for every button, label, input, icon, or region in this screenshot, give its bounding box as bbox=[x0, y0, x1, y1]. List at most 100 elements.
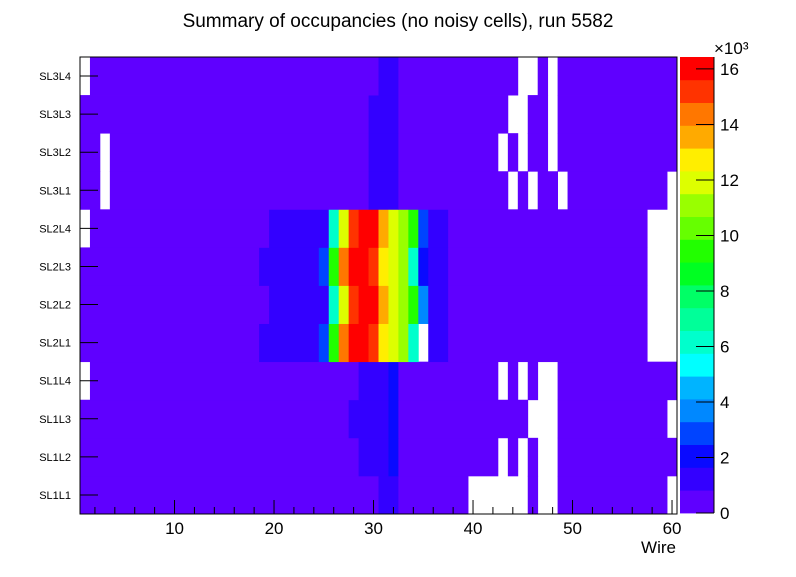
heatmap-cell-SL1L3 bbox=[348, 399, 389, 439]
heatmap-cell-SL2L4 bbox=[448, 209, 648, 248]
heatmap-cell-SL3L3 bbox=[398, 95, 509, 134]
heatmap-cell-SL1L1 bbox=[80, 475, 379, 515]
x-tick-label: 20 bbox=[265, 519, 284, 538]
x-tick-label: 10 bbox=[165, 519, 184, 538]
heatmap-cell-SL1L2 bbox=[398, 437, 499, 477]
heatmap-cell-SL2L1 bbox=[338, 323, 350, 363]
heatmap-cell-SL2L3 bbox=[418, 247, 429, 286]
heatmap-cell-SL1L2 bbox=[80, 437, 359, 477]
colorbar-level bbox=[680, 330, 714, 354]
heatmap-cell-SL2L3 bbox=[368, 247, 379, 286]
colorbar-level bbox=[680, 171, 714, 195]
heatmap-cell-SL3L4 bbox=[398, 57, 519, 96]
heatmap-cell-SL2L3 bbox=[328, 247, 340, 286]
colorbar-level bbox=[680, 285, 714, 309]
x-tick-label: 40 bbox=[464, 519, 483, 538]
heatmap-cell-SL1L2 bbox=[358, 437, 389, 477]
y-tick-label: SL3L4 bbox=[39, 71, 71, 83]
heatmap-cell-SL2L1 bbox=[348, 323, 369, 363]
heatmap-cell-SL2L2 bbox=[348, 285, 359, 324]
colorbar-level bbox=[680, 102, 714, 126]
colorbar-tick-label: 14 bbox=[720, 115, 739, 134]
heatmap-cell-SL2L1 bbox=[408, 323, 419, 363]
heatmap-cell-SL1L3 bbox=[388, 399, 399, 439]
heatmap-cell-SL2L1 bbox=[328, 323, 340, 363]
heatmap-cell-SL2L3 bbox=[388, 247, 399, 286]
heatmap-cell-SL2L4 bbox=[408, 209, 419, 248]
heatmap-cell-SL2L1 bbox=[318, 323, 330, 363]
colorbar-level bbox=[680, 239, 714, 263]
heatmap-cell-SL2L3 bbox=[378, 247, 389, 286]
heatmap-cell-SL2L2 bbox=[418, 285, 429, 324]
heatmap-cell-SL2L2 bbox=[448, 285, 648, 324]
heatmap-cell-SL2L3 bbox=[428, 247, 449, 286]
axes: 10 20 30 40 50 60 SL1L1 SL1L2 SL1L3 SL1L4 SL2L1 SL2… bbox=[39, 56, 682, 538]
heatmap-cell-SL1L4 bbox=[388, 361, 399, 401]
heatmap-cell-SL3L1 bbox=[109, 171, 369, 210]
heatmap-cell-SL2L2 bbox=[358, 285, 379, 324]
heatmap-cell-SL3L4 bbox=[557, 57, 678, 96]
heatmap-cell-SL2L3 bbox=[338, 247, 350, 286]
heatmap-cell-SL1L2 bbox=[388, 437, 399, 477]
heatmap-cell-SL2L1 bbox=[259, 323, 320, 363]
heatmap-cell-SL2L2 bbox=[398, 285, 409, 324]
y-tick-label: SL1L2 bbox=[39, 452, 71, 464]
heatmap-cell-SL3L3 bbox=[80, 95, 369, 134]
heatmap-cell-SL1L4 bbox=[398, 361, 499, 401]
heatmap-cell-SL1L4 bbox=[527, 361, 539, 401]
heatmap-cell-SL2L2 bbox=[80, 285, 270, 324]
y-tick-label: SL2L4 bbox=[39, 223, 71, 235]
colorbar-tick-label: 10 bbox=[720, 226, 739, 245]
colorbar-tick-label: 16 bbox=[720, 60, 739, 79]
heatmap-cell-SL2L2 bbox=[269, 285, 330, 324]
heatmap-cell-SL2L1 bbox=[378, 323, 389, 363]
heatmap-cell-SL3L4 bbox=[378, 57, 399, 96]
heatmap-cell-SL3L2 bbox=[398, 133, 499, 172]
heatmap-cell-SL1L2 bbox=[507, 437, 519, 477]
y-tick-label: SL1L3 bbox=[39, 414, 71, 426]
heatmap-cell-SL3L2 bbox=[527, 133, 549, 172]
heatmap-cell-SL1L4 bbox=[358, 361, 389, 401]
heatmap-cell-SL1L4 bbox=[557, 361, 678, 401]
heatmap-cell-SL2L4 bbox=[378, 209, 389, 248]
chart-title: Summary of occupancies (no noisy cells),… bbox=[183, 11, 614, 32]
heatmap-cell-SL2L3 bbox=[448, 247, 648, 286]
x-tick-label: 60 bbox=[663, 519, 682, 538]
y-tick-label: SL2L1 bbox=[39, 338, 71, 350]
colorbar-tick-label: 6 bbox=[720, 337, 729, 356]
heatmap-cell-SL2L2 bbox=[388, 285, 399, 324]
heatmap-cell-SL2L2 bbox=[408, 285, 419, 324]
heatmap-cell-SL2L4 bbox=[338, 209, 350, 248]
heatmap-cell-SL2L3 bbox=[348, 247, 369, 286]
heatmap-cell-SL2L4 bbox=[388, 209, 399, 248]
colorbar-level bbox=[680, 490, 714, 514]
heatmap-cell-SL2L1 bbox=[368, 323, 379, 363]
heatmap-cell-SL2L4 bbox=[89, 209, 270, 248]
heatmap-cell-SL2L4 bbox=[269, 209, 330, 248]
heatmap-cell-SL2L2 bbox=[428, 285, 449, 324]
colorbar-tick-label: 8 bbox=[720, 282, 729, 301]
colorbar-tick-label: 2 bbox=[720, 448, 729, 467]
heatmap-cell-SL3L1 bbox=[398, 171, 509, 210]
heatmap-cell-SL2L3 bbox=[398, 247, 409, 286]
colorbar-level bbox=[680, 193, 714, 217]
colorbar-level bbox=[680, 79, 714, 103]
colorbar-tick-label: 4 bbox=[720, 393, 729, 412]
heatmap-cell-SL2L2 bbox=[338, 285, 350, 324]
colorbar-level bbox=[680, 262, 714, 286]
colorbar-level bbox=[680, 399, 714, 423]
heatmap-cell-SL2L1 bbox=[398, 323, 409, 363]
x-tick-label: 50 bbox=[563, 519, 582, 538]
heatmap-cell-SL2L4 bbox=[428, 209, 449, 248]
heatmap-cell-SL1L1 bbox=[527, 475, 539, 515]
heatmap-cell-SL1L3 bbox=[398, 399, 529, 439]
y-tick-label: SL1L1 bbox=[39, 490, 71, 502]
x-axis-title: Wire bbox=[641, 538, 676, 557]
colorbar-level bbox=[680, 307, 714, 331]
heatmap-cell-SL3L2 bbox=[368, 133, 399, 172]
heatmap-cell-SL3L1 bbox=[368, 171, 399, 210]
colorbar-multiplier: ×10³ bbox=[714, 39, 749, 58]
y-tick-label: SL1L4 bbox=[39, 376, 71, 388]
heatmap-cell-SL1L2 bbox=[527, 437, 539, 477]
heatmap-cell-SL2L4 bbox=[398, 209, 409, 248]
